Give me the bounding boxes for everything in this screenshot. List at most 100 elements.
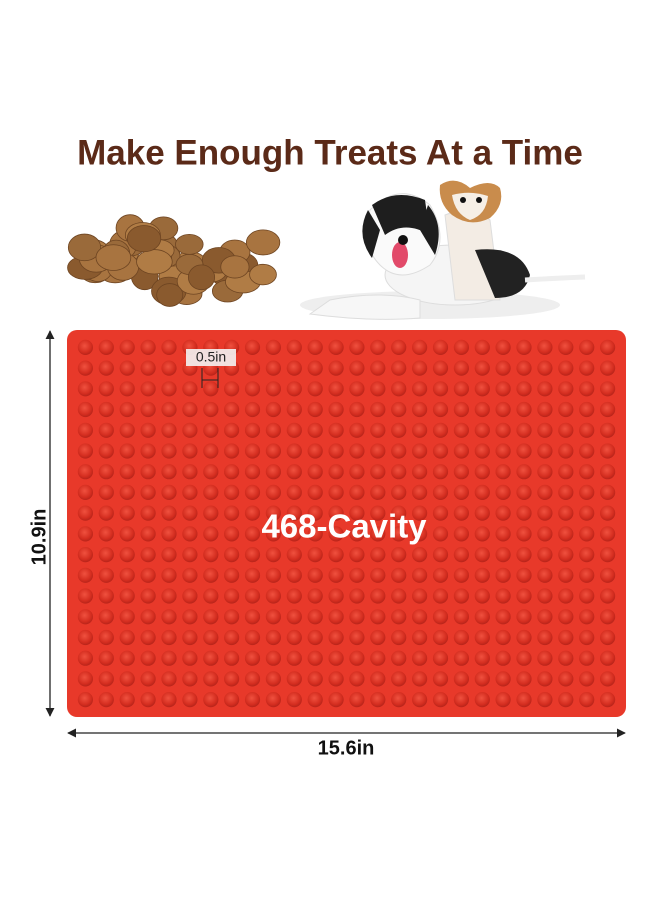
- cavity: [140, 443, 156, 459]
- cavity: [474, 422, 490, 438]
- cavity: [516, 401, 532, 418]
- cavity: [370, 422, 386, 438]
- cavity: [537, 567, 553, 583]
- cavity: [579, 464, 595, 480]
- cavity: [370, 484, 386, 500]
- cavity: [161, 692, 177, 708]
- cavity: [286, 671, 302, 687]
- cavity: [516, 360, 532, 376]
- cavity: [516, 671, 532, 687]
- cavity: [558, 588, 574, 604]
- cavity: [286, 609, 302, 625]
- cavity: [412, 422, 428, 438]
- cavity: [516, 443, 532, 459]
- cavity: [203, 381, 219, 397]
- cavity: [391, 671, 407, 687]
- cavity: [98, 692, 114, 708]
- cavity: [558, 650, 574, 666]
- cavity: [265, 484, 281, 500]
- cavity: [453, 401, 469, 418]
- cavity: [265, 629, 281, 646]
- cavity: [391, 484, 407, 500]
- cavity: [182, 484, 198, 500]
- cavity: [286, 547, 302, 563]
- cavity: [600, 526, 616, 542]
- cavity: [77, 484, 93, 500]
- cavity: [412, 609, 428, 625]
- cavity: [370, 692, 386, 708]
- cavity: [412, 505, 428, 521]
- cavity: [286, 526, 302, 542]
- kibble-piece: [95, 244, 132, 271]
- cavity: [432, 588, 449, 604]
- cavity: [286, 360, 302, 376]
- cavity: [224, 443, 240, 459]
- cavity: [140, 609, 156, 625]
- cavity: [391, 443, 407, 459]
- cavity: [286, 381, 302, 397]
- cavity: [182, 381, 198, 397]
- cavity: [161, 381, 177, 397]
- cavity: [516, 464, 532, 480]
- cavity: [77, 422, 93, 438]
- cavity: [558, 567, 574, 583]
- cavity: [391, 629, 407, 646]
- cavity: [558, 422, 574, 438]
- cavity: [516, 650, 532, 666]
- cavity: [579, 381, 595, 397]
- cavity: [307, 422, 323, 438]
- kibble-piece: [175, 233, 204, 255]
- cavity: [307, 650, 323, 666]
- cavity: [203, 567, 219, 583]
- cavity: [391, 360, 407, 376]
- cavity: [432, 692, 449, 708]
- cavity: [182, 505, 198, 521]
- cavity: [453, 671, 469, 687]
- cavity: [182, 443, 198, 459]
- cavity: [224, 484, 240, 500]
- cavity: [453, 650, 469, 666]
- cavity: [453, 464, 469, 480]
- cavity: [495, 464, 511, 480]
- cavity: [244, 671, 261, 687]
- cavity: [140, 339, 156, 355]
- cavity: [328, 505, 344, 521]
- cavity: [516, 692, 532, 708]
- cavity: [537, 422, 553, 438]
- cavity: [474, 526, 490, 542]
- cavity: [391, 401, 407, 418]
- cavity: [579, 567, 595, 583]
- cavity: [474, 464, 490, 480]
- cavity: [432, 650, 449, 666]
- cavity: [453, 692, 469, 708]
- cavity: [474, 443, 490, 459]
- cavity: [140, 567, 156, 583]
- cavity: [516, 339, 532, 355]
- cavity: [119, 588, 135, 604]
- cavity: [286, 339, 302, 355]
- cavity-count-label: 468-Cavity: [261, 508, 427, 545]
- cavity: [161, 629, 177, 646]
- cavity: [579, 401, 595, 418]
- cavity: [537, 650, 553, 666]
- cavity: [140, 526, 156, 542]
- cavity: [370, 547, 386, 563]
- cavity: [307, 671, 323, 687]
- cavity: [224, 547, 240, 563]
- cavity: [349, 526, 365, 542]
- cavity: [579, 547, 595, 563]
- cavity: [203, 671, 219, 687]
- cavity: [474, 567, 490, 583]
- cavity: [98, 671, 114, 687]
- cavity: [579, 629, 595, 646]
- cavity: [119, 401, 135, 418]
- cavity: [453, 484, 469, 500]
- cavity: [119, 484, 135, 500]
- cavity: [244, 422, 261, 438]
- cavity: [77, 526, 93, 542]
- cavity: [98, 505, 114, 521]
- cavity: [516, 484, 532, 500]
- cavity: [370, 567, 386, 583]
- cavity: [161, 484, 177, 500]
